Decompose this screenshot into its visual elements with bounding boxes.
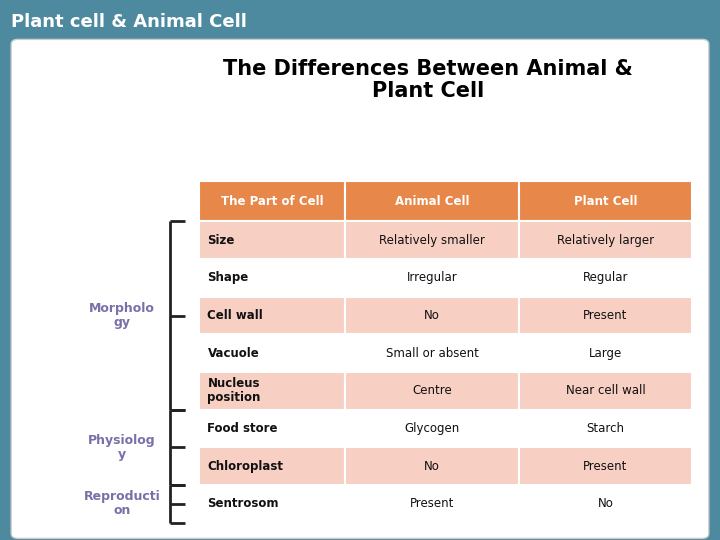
FancyBboxPatch shape: [199, 448, 345, 485]
FancyBboxPatch shape: [519, 334, 692, 372]
Text: Chloroplast: Chloroplast: [207, 460, 284, 472]
Text: Regular: Regular: [582, 272, 629, 285]
FancyBboxPatch shape: [519, 448, 692, 485]
FancyBboxPatch shape: [199, 485, 345, 523]
Text: Reproducti
on: Reproducti on: [84, 490, 161, 517]
Text: Plant cell & Animal Cell: Plant cell & Animal Cell: [11, 13, 247, 31]
Text: Sentrosom: Sentrosom: [207, 497, 279, 510]
FancyBboxPatch shape: [199, 334, 345, 372]
FancyBboxPatch shape: [345, 334, 519, 372]
Text: Glycogen: Glycogen: [405, 422, 459, 435]
Text: Starch: Starch: [587, 422, 624, 435]
Text: The Differences Between Animal &
Plant Cell: The Differences Between Animal & Plant C…: [223, 59, 634, 102]
FancyBboxPatch shape: [345, 410, 519, 448]
FancyBboxPatch shape: [199, 410, 345, 448]
FancyBboxPatch shape: [519, 485, 692, 523]
FancyBboxPatch shape: [345, 181, 519, 221]
Text: No: No: [598, 497, 613, 510]
FancyBboxPatch shape: [199, 296, 345, 334]
Text: Irregular: Irregular: [407, 272, 457, 285]
Text: Present: Present: [583, 309, 628, 322]
FancyBboxPatch shape: [519, 221, 692, 259]
Text: Morpholo
gy: Morpholo gy: [89, 302, 155, 329]
Text: Large: Large: [589, 347, 622, 360]
FancyBboxPatch shape: [345, 221, 519, 259]
Text: Plant Cell: Plant Cell: [574, 195, 637, 208]
FancyBboxPatch shape: [519, 410, 692, 448]
FancyBboxPatch shape: [519, 372, 692, 410]
FancyBboxPatch shape: [199, 259, 345, 296]
Text: Small or absent: Small or absent: [385, 347, 478, 360]
Text: Shape: Shape: [207, 272, 248, 285]
Text: Relatively larger: Relatively larger: [557, 234, 654, 247]
Text: Size: Size: [207, 234, 235, 247]
Text: Animal Cell: Animal Cell: [395, 195, 469, 208]
Text: Vacuole: Vacuole: [207, 347, 259, 360]
Text: The Part of Cell: The Part of Cell: [220, 195, 323, 208]
Text: Near cell wall: Near cell wall: [566, 384, 645, 397]
FancyBboxPatch shape: [345, 485, 519, 523]
Text: Relatively smaller: Relatively smaller: [379, 234, 485, 247]
FancyBboxPatch shape: [345, 448, 519, 485]
FancyBboxPatch shape: [199, 221, 345, 259]
FancyBboxPatch shape: [345, 296, 519, 334]
FancyBboxPatch shape: [199, 181, 345, 221]
Text: Present: Present: [410, 497, 454, 510]
Text: Centre: Centre: [412, 384, 452, 397]
FancyBboxPatch shape: [345, 372, 519, 410]
Text: Physiolog
y: Physiolog y: [88, 434, 156, 461]
FancyBboxPatch shape: [519, 296, 692, 334]
FancyBboxPatch shape: [12, 39, 708, 538]
Text: Food store: Food store: [207, 422, 278, 435]
FancyBboxPatch shape: [199, 372, 345, 410]
FancyBboxPatch shape: [519, 181, 692, 221]
FancyBboxPatch shape: [519, 259, 692, 296]
Text: Cell wall: Cell wall: [207, 309, 264, 322]
Text: Nucleus
position: Nucleus position: [207, 377, 261, 404]
Text: No: No: [424, 460, 440, 472]
FancyBboxPatch shape: [345, 259, 519, 296]
Text: No: No: [424, 309, 440, 322]
Text: Present: Present: [583, 460, 628, 472]
